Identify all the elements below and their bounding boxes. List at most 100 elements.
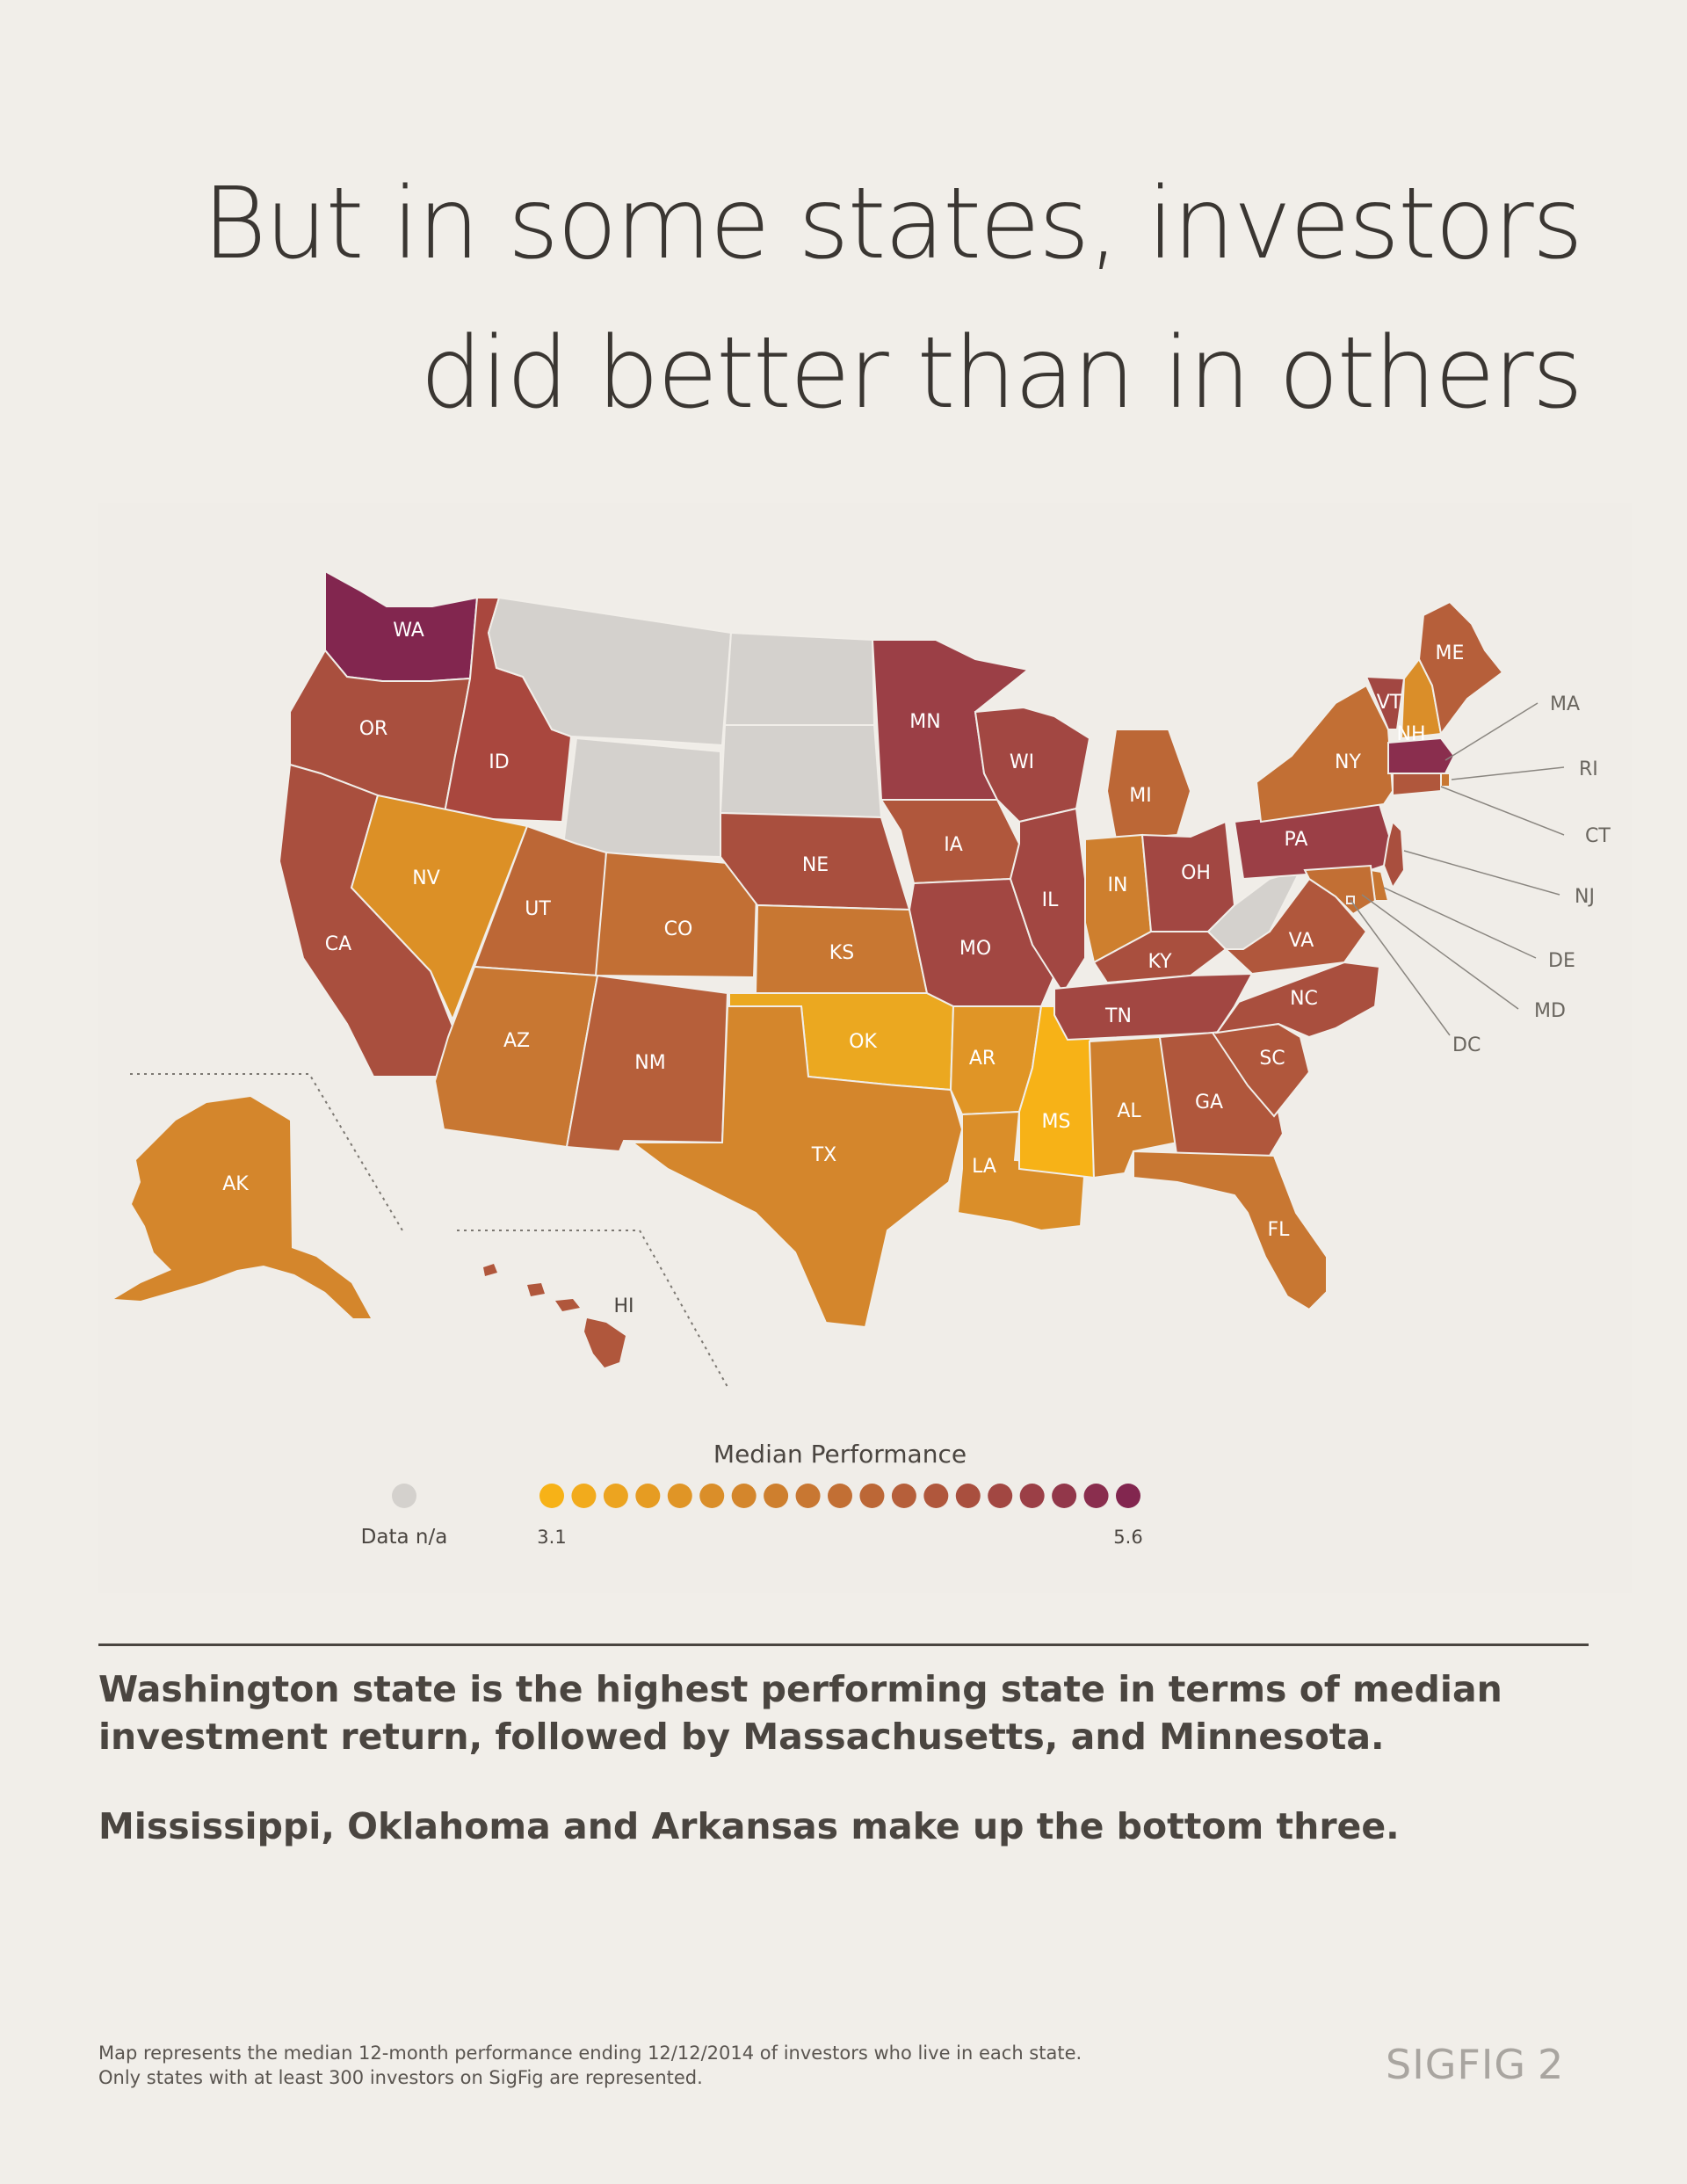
legend-scale-dot [571,1484,597,1508]
state-va [1224,877,1368,976]
leader-ct [1440,786,1565,836]
state-label-vt: VT [1377,692,1402,714]
state-label-ut: UT [525,898,551,920]
state-label-ar: AR [969,1048,996,1070]
state-label-nj: NJ [1575,886,1595,908]
state-label-al: AL [1117,1100,1141,1122]
legend-scale-dot [635,1484,661,1508]
state-co [594,851,759,979]
state-label-md: MD [1534,1000,1566,1022]
state-label-ia: IA [944,834,963,856]
legend-scale [539,1484,1140,1508]
legend-scale-dot [699,1484,725,1508]
state-nm [565,974,729,1153]
state-ct [1392,773,1442,797]
state-label-az: AZ [503,1030,530,1052]
legend-na-swatch [392,1484,416,1508]
state-hi-island [584,1318,626,1368]
legend-scale-dot [731,1484,757,1508]
legend-scale-dot [764,1484,789,1508]
summary: Washington state is the highest performi… [98,1665,1592,1850]
insets-layer [114,1073,728,1388]
divider [98,1643,1589,1646]
state-nd [723,631,876,726]
state-wy [561,736,721,859]
state-label-tx: TX [811,1144,837,1166]
legend-scale-dot [923,1484,949,1508]
state-ak [114,1097,371,1318]
state-label-co: CO [664,918,693,940]
legend-scale-dot [859,1484,885,1508]
state-label-or: OR [359,718,388,740]
state-label-nc: NC [1290,988,1318,1010]
state-label-ma: MA [1550,693,1580,715]
page-number: 2 [1538,2041,1564,2088]
legend-scale-dot [795,1484,821,1508]
state-hi-island [555,1299,580,1311]
state-label-ny: NY [1335,751,1361,773]
summary-paragraph-2: Mississippi, Oklahoma and Arkansas make … [98,1805,1400,1847]
state-labels: WA OR CA ID NV UT AZ CO NM NE KS OK TX MN IA MO AR LA WI IL… [222,620,1611,1317]
state-mi [1105,729,1192,841]
leader-lines [1350,702,1565,1036]
state-label-il: IL [1042,889,1059,911]
state-nj [1382,820,1406,890]
state-label-nm: NM [634,1052,665,1074]
state-label-me: ME [1436,642,1465,664]
leader-dc [1350,899,1451,1036]
state-la [956,1110,1087,1232]
state-label-nh: NH [1397,723,1426,745]
state-ny [1255,684,1394,824]
summary-paragraph-1: Washington state is the highest performi… [98,1668,1502,1758]
legend-na-label: Data n/a [361,1526,448,1549]
page-title: But in some states, investors did better… [202,149,1583,448]
state-hi-island [527,1283,545,1296]
us-map-panel: WA OR CA ID NV UT AZ CO NM NE KS OK TX MN IA MO AR LA WI IL… [98,503,1632,1593]
footnote-line-1: Map represents the median 12-month perfo… [98,2043,1082,2064]
state-pa [1233,802,1399,881]
state-ma [1387,736,1456,774]
legend-scale-dot [1019,1484,1045,1508]
legend-min-label: 3.1 [537,1527,566,1548]
state-label-mn: MN [909,711,940,733]
state-hi-island [483,1264,497,1276]
legend-scale-dot [1083,1484,1109,1508]
state-label-oh: OH [1181,862,1211,884]
state-fl [1133,1150,1328,1311]
leader-md [1361,894,1519,1010]
leader-ri [1451,766,1565,780]
state-label-wi: WI [1010,751,1034,773]
state-label-va: VA [1289,930,1314,952]
us-map: WA OR CA ID NV UT AZ CO NM NE KS OK TX MN IA MO AR LA WI IL… [114,570,1611,1549]
state-nc [1214,961,1381,1039]
state-wv [1206,868,1302,950]
state-vt [1365,675,1406,730]
legend-scale-dot [539,1484,564,1508]
state-label-mi: MI [1129,785,1151,807]
state-label-ak: AK [222,1173,249,1195]
state-label-in: IN [1108,874,1128,896]
legend-scale-dot [891,1484,916,1508]
legend: Median Performance Data n/a 3.1 5.6 [361,1440,1143,1549]
state-label-la: LA [972,1156,996,1178]
legend-max-label: 5.6 [1113,1527,1142,1548]
title-line-2: did better than in others [420,316,1583,431]
state-label-ca: CA [325,933,351,955]
state-label-nv: NV [412,867,440,889]
state-tx [630,1005,964,1329]
state-label-id: ID [489,751,509,773]
legend-scale-dot [1116,1484,1140,1508]
state-label-de: DE [1548,950,1575,972]
state-md [1303,864,1377,916]
legend-scale-dot [988,1484,1013,1508]
state-label-pa: PA [1285,829,1308,851]
state-label-ky: KY [1148,951,1172,973]
leader-nj [1403,850,1560,896]
state-label-ok: OK [849,1031,877,1053]
state-label-hi: HI [613,1295,634,1317]
title-line-1: But in some states, investors [202,167,1583,281]
legend-title: Median Performance [713,1440,967,1469]
state-label-dc: DC [1452,1034,1481,1056]
legend-scale-dot [955,1484,981,1508]
state-label-wa: WA [393,620,424,642]
